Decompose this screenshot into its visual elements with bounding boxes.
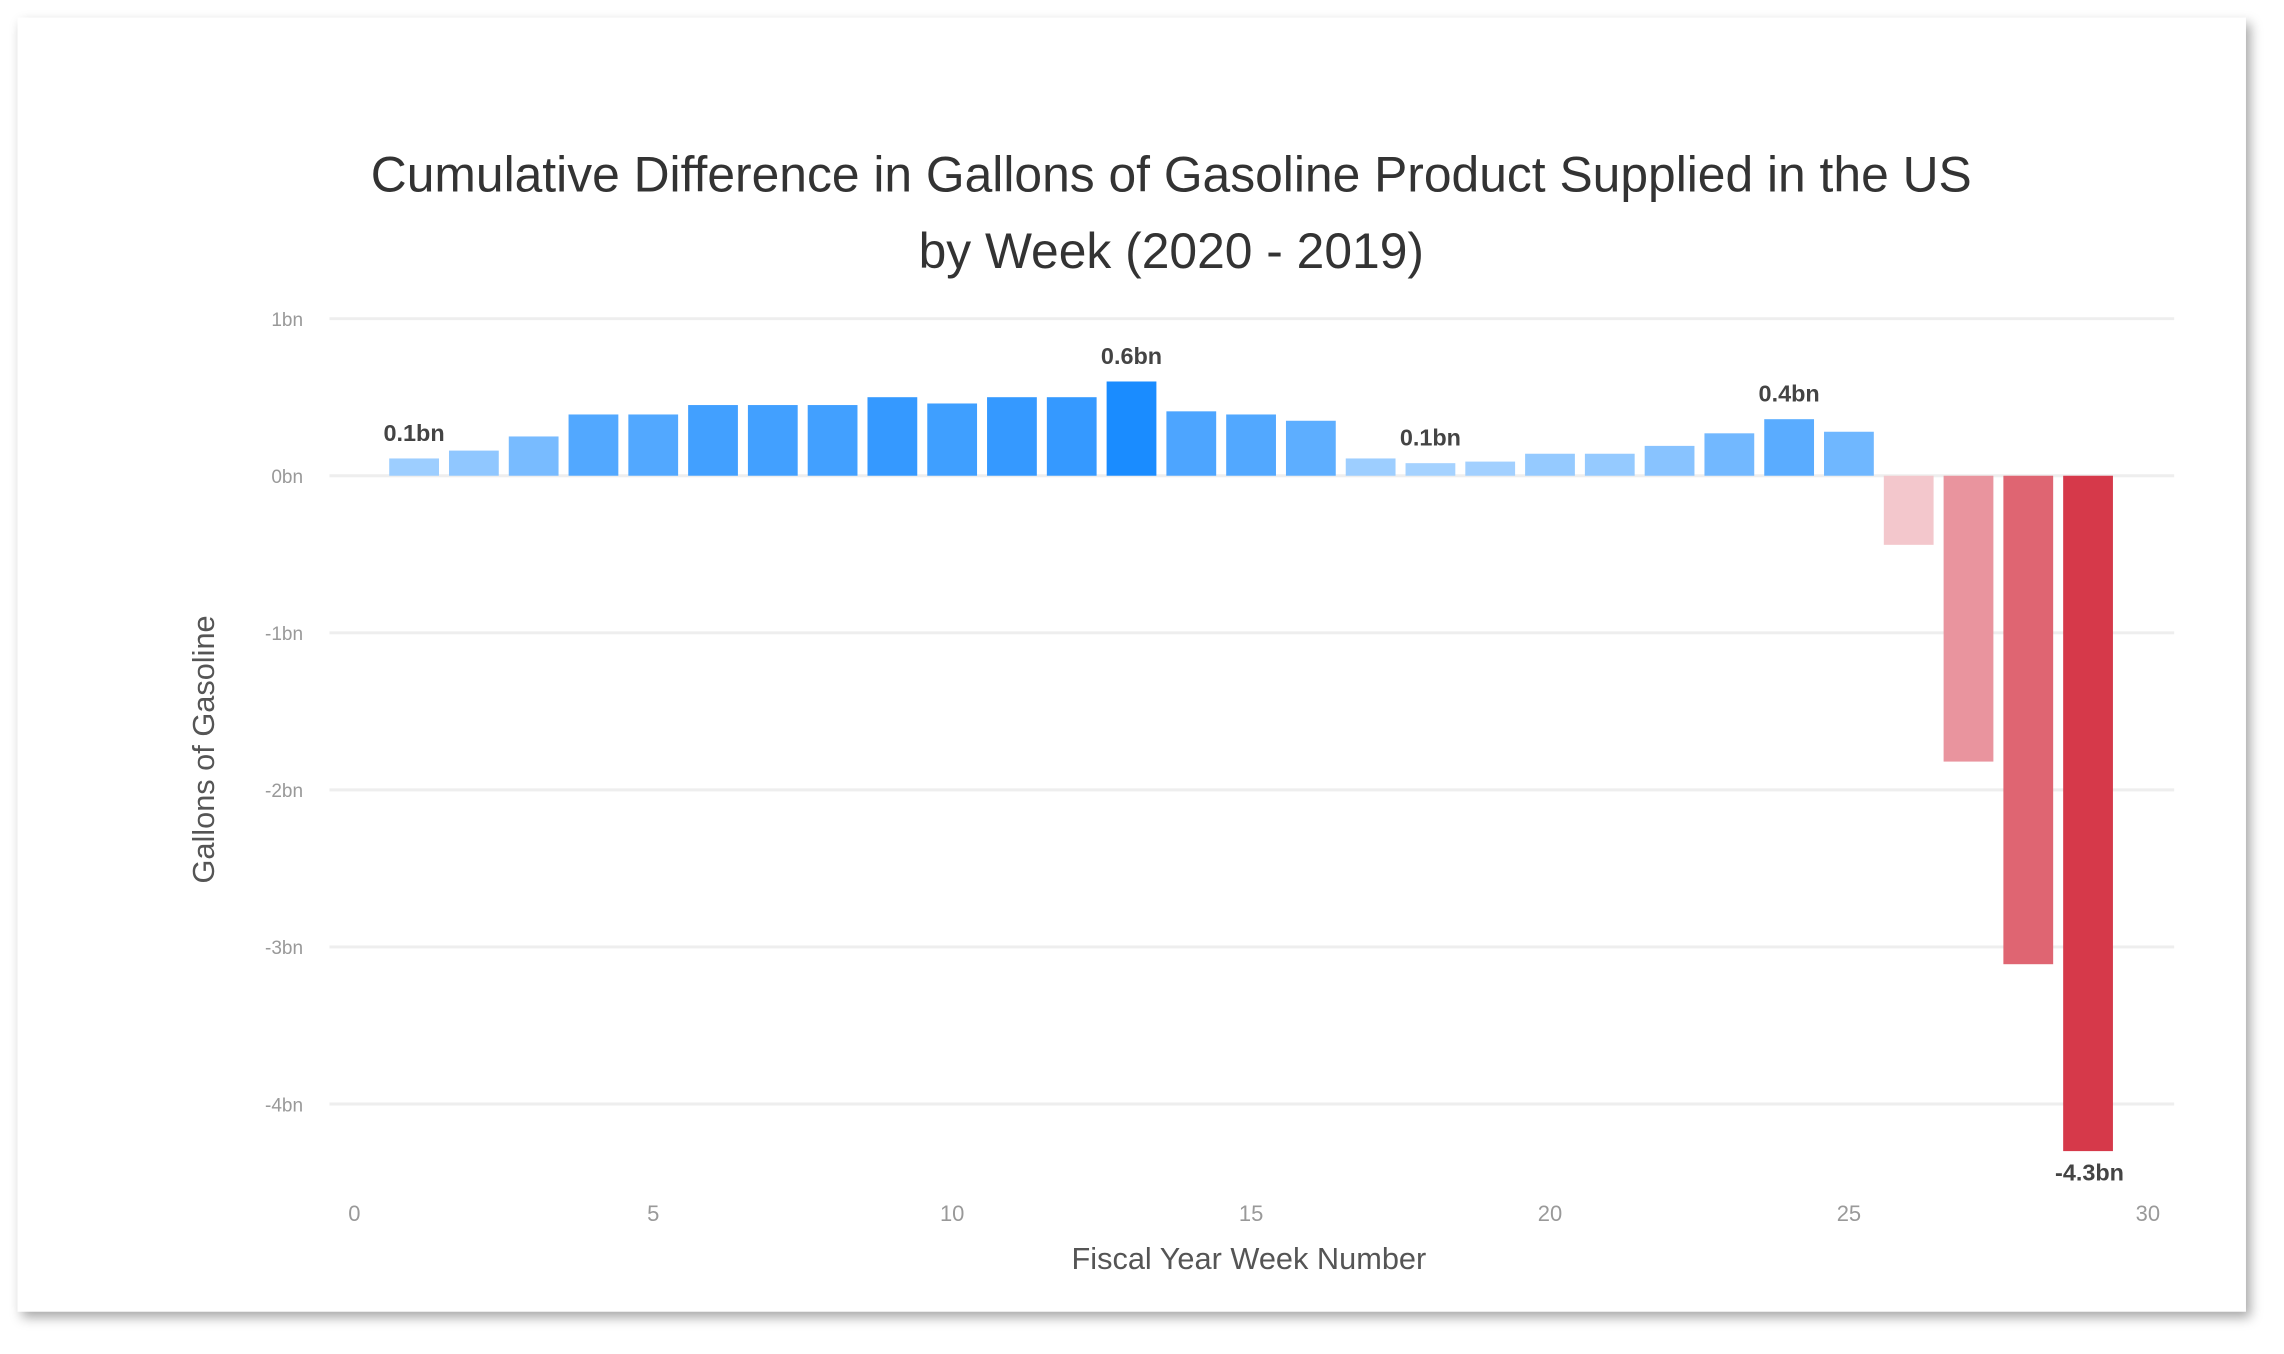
bar — [2063, 475, 2113, 1152]
bar — [508, 436, 559, 476]
bar — [1465, 461, 1516, 476]
bar — [1943, 475, 1994, 762]
y-tick-label: -2bn — [265, 781, 303, 802]
y-tick-label: 0bn — [271, 467, 303, 488]
bar — [1226, 414, 1276, 476]
x-tick-label: 10 — [940, 1201, 964, 1226]
chart-title-line-1: Cumulative Difference in Gallons of Gaso… — [371, 147, 1972, 203]
bar — [1285, 420, 1336, 476]
bar — [1764, 419, 1815, 476]
chart-card — [17, 17, 2246, 1312]
x-tick-label: 20 — [1538, 1201, 1562, 1226]
data-label: 0.4bn — [1759, 381, 1820, 407]
bar — [628, 414, 679, 476]
y-tick-label: -3bn — [265, 938, 303, 959]
bar — [2003, 475, 2054, 965]
x-tick-label: 30 — [2136, 1201, 2160, 1226]
x-tick-label: 15 — [1239, 1201, 1263, 1226]
y-axis-label: Gallons of Gasoline — [186, 615, 221, 883]
data-label: 0.6bn — [1101, 343, 1162, 369]
bar — [1046, 397, 1097, 476]
bar — [389, 458, 439, 476]
x-tick-label: 5 — [647, 1201, 659, 1226]
x-tick-label: 0 — [348, 1201, 360, 1226]
bar — [1405, 463, 1456, 476]
bar — [1644, 445, 1695, 476]
bar — [927, 403, 978, 476]
data-label: 0.1bn — [384, 420, 445, 446]
bar — [1166, 411, 1217, 476]
y-tick-label: 1bn — [271, 310, 303, 331]
bar — [747, 405, 798, 476]
bar — [1525, 453, 1575, 476]
bar — [807, 405, 858, 476]
bar — [1584, 453, 1635, 476]
chart-title-line-2: by Week (2020 - 2019) — [919, 223, 1424, 279]
bar — [987, 397, 1037, 476]
bar — [1345, 458, 1396, 476]
y-tick-label: -4bn — [265, 1095, 303, 1116]
bar — [1883, 475, 1934, 545]
x-axis-label: Fiscal Year Week Number — [1071, 1241, 1426, 1276]
bar — [867, 397, 918, 476]
bar — [688, 405, 738, 476]
data-label: 0.1bn — [1400, 425, 1461, 451]
x-tick-label: 25 — [1837, 1201, 1861, 1226]
bar — [1106, 381, 1157, 476]
bar — [448, 450, 499, 476]
data-label: -4.3bn — [2055, 1159, 2124, 1185]
y-tick-label: -1bn — [265, 624, 303, 645]
bar — [568, 414, 619, 476]
bar — [1824, 431, 1874, 476]
bar — [1704, 433, 1755, 476]
